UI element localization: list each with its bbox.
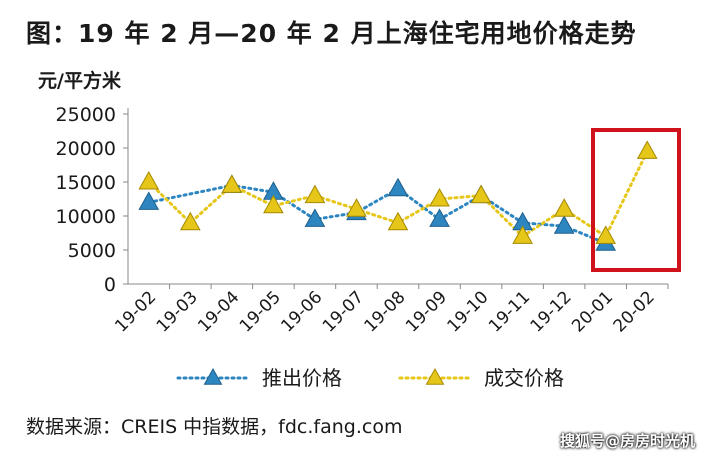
- legend-marker-1: [425, 367, 445, 385]
- data-point-marker: [346, 198, 367, 217]
- series-line-0: [147, 183, 608, 245]
- x-tick-label: 19-09: [402, 287, 451, 336]
- data-point-marker: [387, 211, 409, 231]
- highlight-box: [591, 128, 681, 272]
- data-point-marker: [429, 208, 450, 227]
- data-point-marker: [221, 174, 243, 193]
- chart-axes: 元/平方米 0 5000 10000 15000 20000 25000 19-0219-03…: [38, 69, 669, 336]
- x-tick-label: 19-12: [527, 287, 576, 336]
- data-point-marker: [263, 194, 284, 214]
- data-point-marker: [470, 184, 492, 204]
- data-source-note: 数据来源：CREIS 中指数据，fdc.fang.com: [26, 416, 403, 438]
- x-tick-label: 19-05: [236, 287, 285, 336]
- data-point-marker: [595, 225, 617, 244]
- data-point-marker: [387, 177, 409, 197]
- x-tick-label: 19-06: [277, 287, 326, 336]
- legend-label-0: 推出价格: [262, 366, 342, 390]
- data-point-marker: [304, 184, 326, 204]
- x-tick-label: 19-04: [194, 287, 243, 336]
- chart-title: 图：19 年 2 月—20 年 2 月上海住宅用地价格走势: [26, 19, 637, 48]
- highlight-rectangle: [591, 128, 681, 272]
- y-tick-label: 10000: [56, 206, 116, 228]
- x-tick-label: 19-11: [485, 287, 534, 336]
- watermark-text: 搜狐号@房房时光机: [559, 432, 695, 450]
- data-point-marker: [553, 215, 575, 234]
- y-tick-label: 15000: [56, 172, 116, 194]
- data-point-marker: [512, 225, 533, 244]
- x-tick-label: 19-07: [319, 287, 368, 336]
- data-point-marker: [138, 191, 160, 210]
- x-tick-label: 19-08: [360, 287, 409, 336]
- y-tick-label: 25000: [56, 104, 116, 126]
- x-tick-label: 19-02: [111, 287, 160, 336]
- x-tick-label: 19-10: [444, 287, 493, 336]
- data-point-marker: [138, 170, 160, 190]
- legend-marker-0: [203, 367, 223, 385]
- y-tick-label: 5000: [68, 240, 116, 262]
- chart-legend: 推出价格 成交价格: [176, 366, 564, 390]
- x-tick-label: 19-03: [153, 287, 202, 336]
- data-point-marker: [636, 140, 658, 159]
- data-point-marker: [179, 211, 201, 231]
- chart-markers: [138, 140, 658, 251]
- x-tick-label: 20-02: [610, 287, 659, 336]
- y-axis-label: 元/平方米: [38, 69, 122, 92]
- legend-label-1: 成交价格: [484, 366, 564, 390]
- x-tick-label: 20-01: [568, 287, 617, 336]
- data-point-marker: [553, 198, 575, 217]
- data-point-marker: [304, 208, 326, 227]
- y-tick-label: 0: [104, 274, 116, 296]
- data-point-marker: [429, 187, 450, 207]
- y-tick-label: 20000: [56, 138, 116, 160]
